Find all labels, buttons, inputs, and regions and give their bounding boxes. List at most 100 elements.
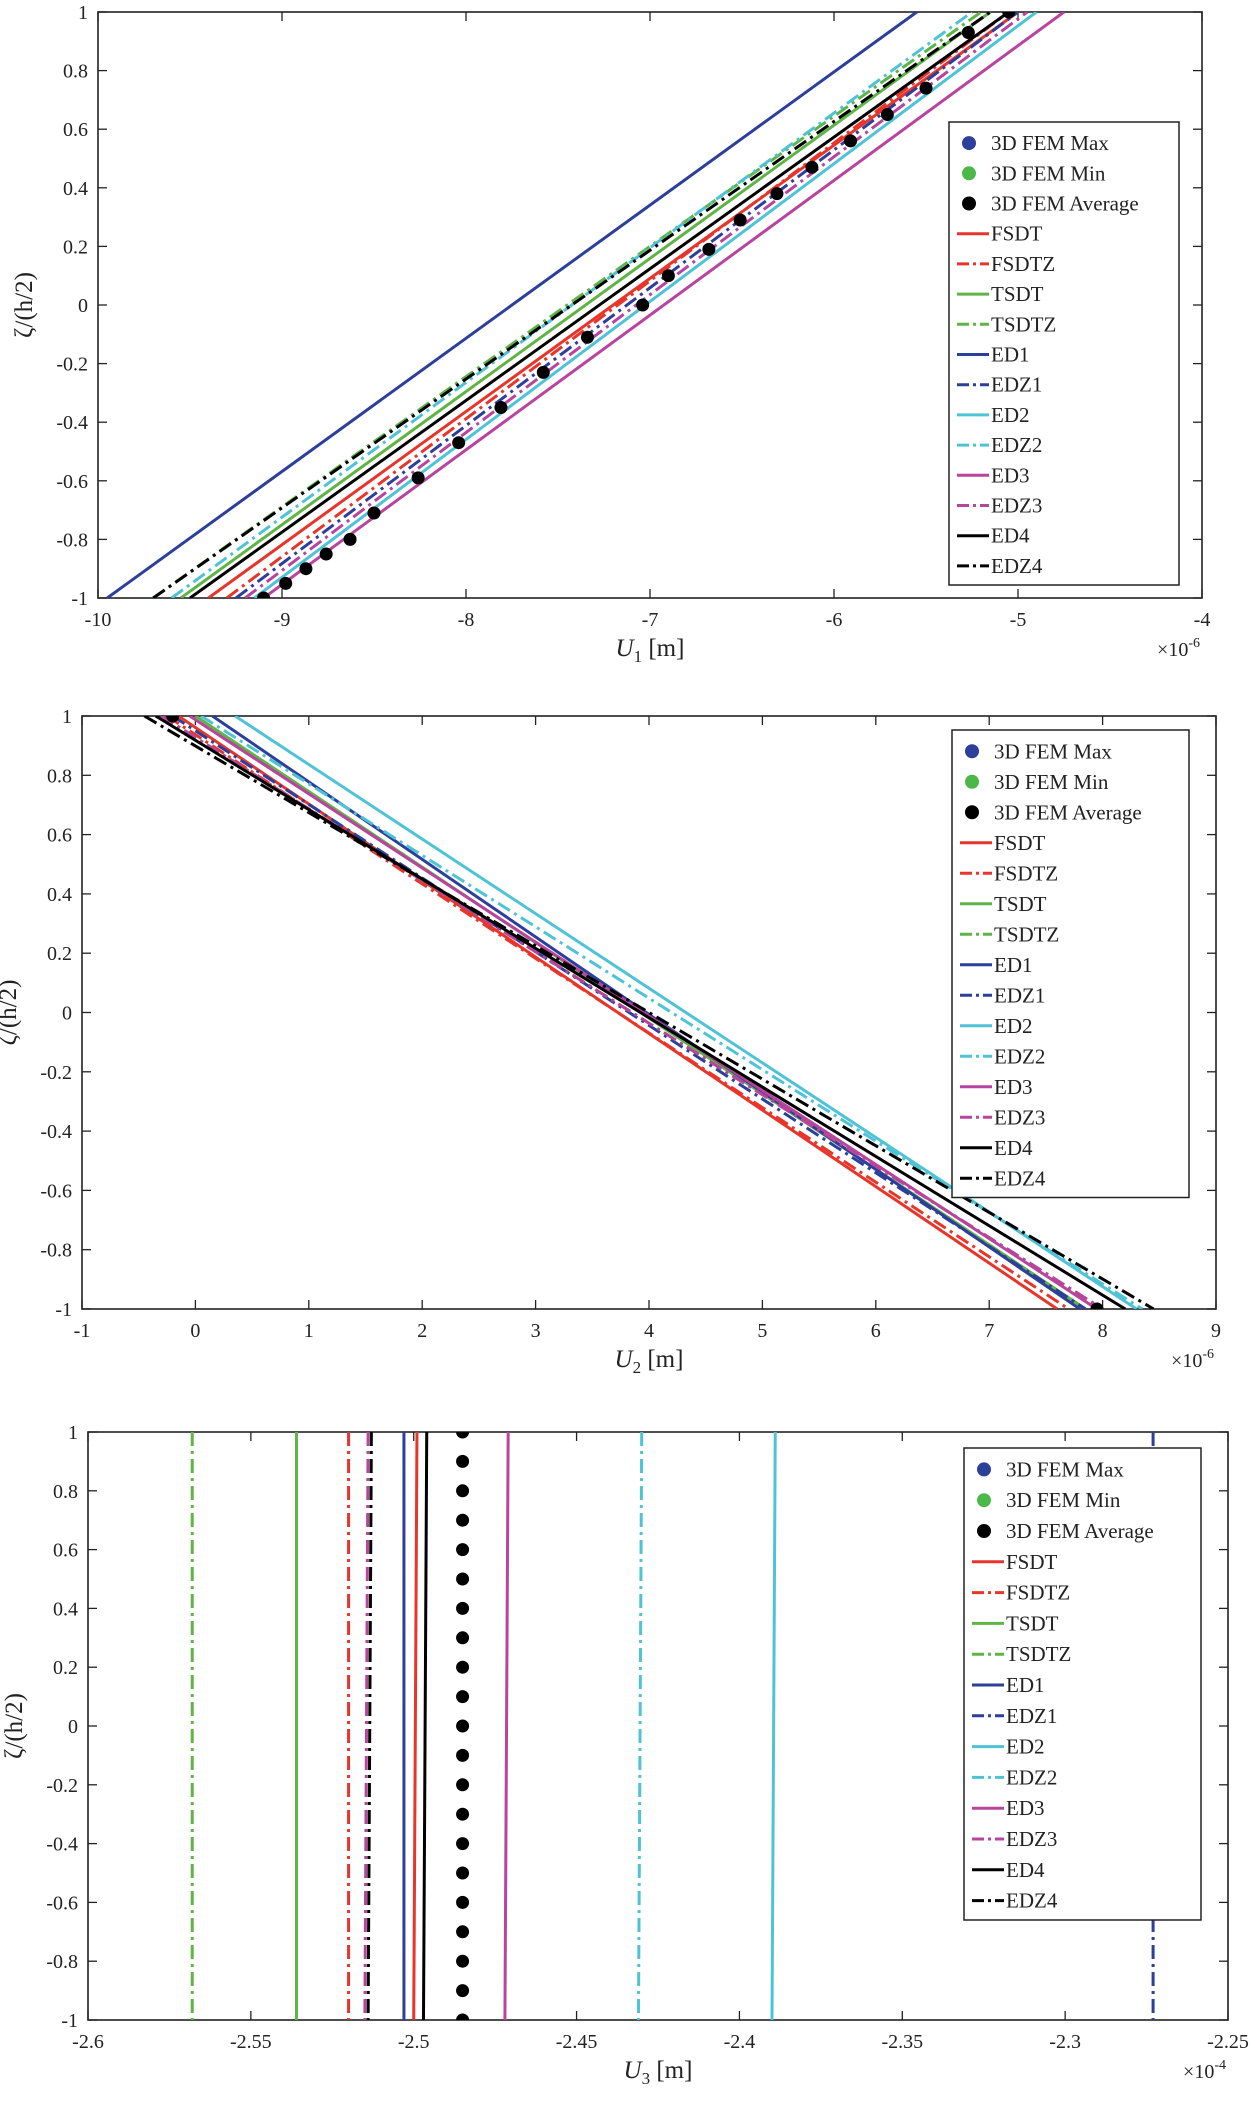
marker-3d-fem-average	[919, 81, 933, 95]
marker-3d-fem-average	[456, 1631, 470, 1645]
legend-marker-3d-fem-average	[965, 805, 979, 820]
legend-label-edz2: EDZ2	[994, 1044, 1045, 1068]
legend-label-tsdtz: TSDTZ	[994, 922, 1059, 946]
marker-3d-fem-average	[319, 547, 333, 561]
legend-label-edz3: EDZ3	[994, 1105, 1045, 1129]
legend-marker-3d-fem-min	[962, 166, 976, 181]
series-line-fsdtz	[225, 12, 1010, 598]
plot-area	[106, 12, 1065, 598]
marker-3d-fem-average	[456, 1954, 470, 1968]
legend-marker-3d-fem-max	[962, 136, 976, 151]
series-line-edz1	[235, 12, 1019, 598]
x-tick-label: 5	[757, 1320, 767, 1342]
x-tick-label: -7	[642, 609, 659, 631]
series-line-tsdtz	[152, 12, 983, 598]
legend-marker-3d-fem-max	[977, 1462, 991, 1477]
marker-3d-fem-average	[805, 160, 819, 174]
marker-3d-fem-average	[456, 1748, 470, 1762]
marker-3d-fem-average	[456, 1866, 470, 1880]
y-tick-label: -0.6	[40, 1180, 72, 1202]
legend-label-ed2: ED2	[991, 403, 1030, 427]
legend-label-3d-fem-average: 3D FEM Average	[991, 192, 1139, 216]
marker-3d-fem-average	[456, 1925, 470, 1939]
marker-3d-fem-average	[456, 1690, 470, 1704]
legend-label-3d-fem-max: 3D FEM Max	[991, 131, 1109, 155]
series-line-ed1	[211, 716, 1081, 1309]
legend-label-edz1: EDZ1	[991, 373, 1042, 397]
marker-3d-fem-average	[661, 269, 675, 283]
marker-3d-fem-average	[733, 213, 747, 227]
y-axis-label: ζ/(h/2)	[11, 272, 38, 338]
legend-label-fsdtz: FSDTZ	[994, 861, 1058, 885]
legend-label-edz3: EDZ3	[991, 494, 1042, 518]
legend-label-3d-fem-max: 3D FEM Max	[1006, 1457, 1124, 1481]
y-tick-label: -0.2	[56, 354, 88, 376]
marker-3d-fem-average	[257, 591, 271, 598]
x-exponent-label: ×10-6	[1157, 636, 1200, 661]
y-tick-label: 0.8	[47, 765, 72, 787]
x-axis-label: U3 [m]	[624, 2057, 693, 2088]
series-line-edz4	[366, 1432, 373, 2020]
series-line-ed3	[262, 12, 1065, 598]
legend-label-ed4: ED4	[994, 1136, 1033, 1160]
x-axis-label: U1 [m]	[616, 635, 685, 666]
legend-label-fsdt: FSDT	[994, 831, 1046, 855]
x-tick-label: -1	[74, 1320, 91, 1342]
legend-label-ed2: ED2	[994, 1014, 1033, 1038]
marker-3d-fem-average	[456, 1601, 470, 1615]
y-tick-label: -0.4	[40, 1121, 72, 1143]
y-tick-label: -1	[71, 588, 88, 610]
legend-label-3d-fem-average: 3D FEM Average	[994, 800, 1142, 824]
legend-label-tsdt: TSDT	[991, 282, 1044, 306]
y-tick-label: 1	[78, 2, 88, 24]
legend-label-fsdt: FSDT	[1006, 1550, 1058, 1574]
y-tick-label: -0.2	[40, 1062, 72, 1084]
y-tick-label: 0.8	[53, 1481, 78, 1503]
legend-label-edz1: EDZ1	[1006, 1704, 1057, 1728]
legend-label-ed3: ED3	[1006, 1796, 1045, 1820]
chart-panel-3: -2.6 -2.55 -2.5 -2.45 -2.4 -2.35 -2.3 -2.25 -1 -0…	[1, 1422, 1249, 2088]
marker-3d-fem-average	[411, 471, 425, 485]
y-tick-label: -0.4	[46, 1834, 78, 1856]
legend-label-fsdt: FSDT	[991, 222, 1043, 246]
legend-label-edz1: EDZ1	[994, 983, 1045, 1007]
legend-label-tsdtz: TSDTZ	[991, 312, 1056, 336]
marker-3d-fem-average	[580, 330, 594, 344]
x-tick-label: -2.55	[230, 2031, 272, 2053]
y-tick-label: 0.6	[47, 825, 72, 847]
legend-label-3d-fem-max: 3D FEM Max	[994, 739, 1112, 763]
x-tick-label: 7	[984, 1320, 994, 1342]
legend-label-edz4: EDZ4	[994, 1166, 1046, 1190]
legend-label-edz4: EDZ4	[1006, 1889, 1058, 1913]
y-tick-label: 0.2	[53, 1657, 78, 1679]
legend-label-ed1: ED1	[1006, 1673, 1045, 1697]
x-tick-label: -5	[1010, 609, 1027, 631]
x-tick-label: -8	[458, 609, 475, 631]
x-tick-label: 9	[1211, 1320, 1221, 1342]
series-line-edz2	[636, 1432, 644, 2020]
y-tick-label: 1	[68, 1422, 78, 1444]
legend-marker-3d-fem-min	[977, 1493, 991, 1508]
x-tick-label: 0	[190, 1320, 200, 1342]
legend-label-edz2: EDZ2	[991, 433, 1042, 457]
marker-3d-fem-average	[166, 716, 180, 723]
legend-label-tsdt: TSDT	[994, 892, 1047, 916]
marker-3d-fem-average	[456, 1513, 470, 1527]
legend: 3D FEM Max 3D FEM Min 3D FEM Average FSDT FS…	[951, 729, 1190, 1199]
series-line-edz4	[152, 12, 992, 598]
y-tick-label: 0.6	[53, 1540, 78, 1562]
series-line-fsdt	[412, 1432, 419, 2020]
marker-3d-fem-average	[880, 108, 894, 122]
marker-3d-fem-average	[1002, 12, 1016, 19]
legend-label-3d-fem-average: 3D FEM Average	[1006, 1519, 1154, 1543]
y-tick-label: 0.4	[63, 178, 88, 200]
legend-label-tsdtz: TSDTZ	[1006, 1642, 1071, 1666]
x-tick-label: -4	[1194, 609, 1211, 631]
legend-label-3d-fem-min: 3D FEM Min	[991, 161, 1106, 185]
marker-3d-fem-average	[456, 2013, 470, 2020]
series-line-edz1	[171, 716, 1087, 1309]
marker-3d-fem-average	[456, 1660, 470, 1674]
x-tick-label: 3	[531, 1320, 541, 1342]
x-tick-label: -2.5	[398, 2031, 430, 2053]
legend: 3D FEM Max 3D FEM Min 3D FEM Average FSDT FS…	[948, 121, 1180, 586]
